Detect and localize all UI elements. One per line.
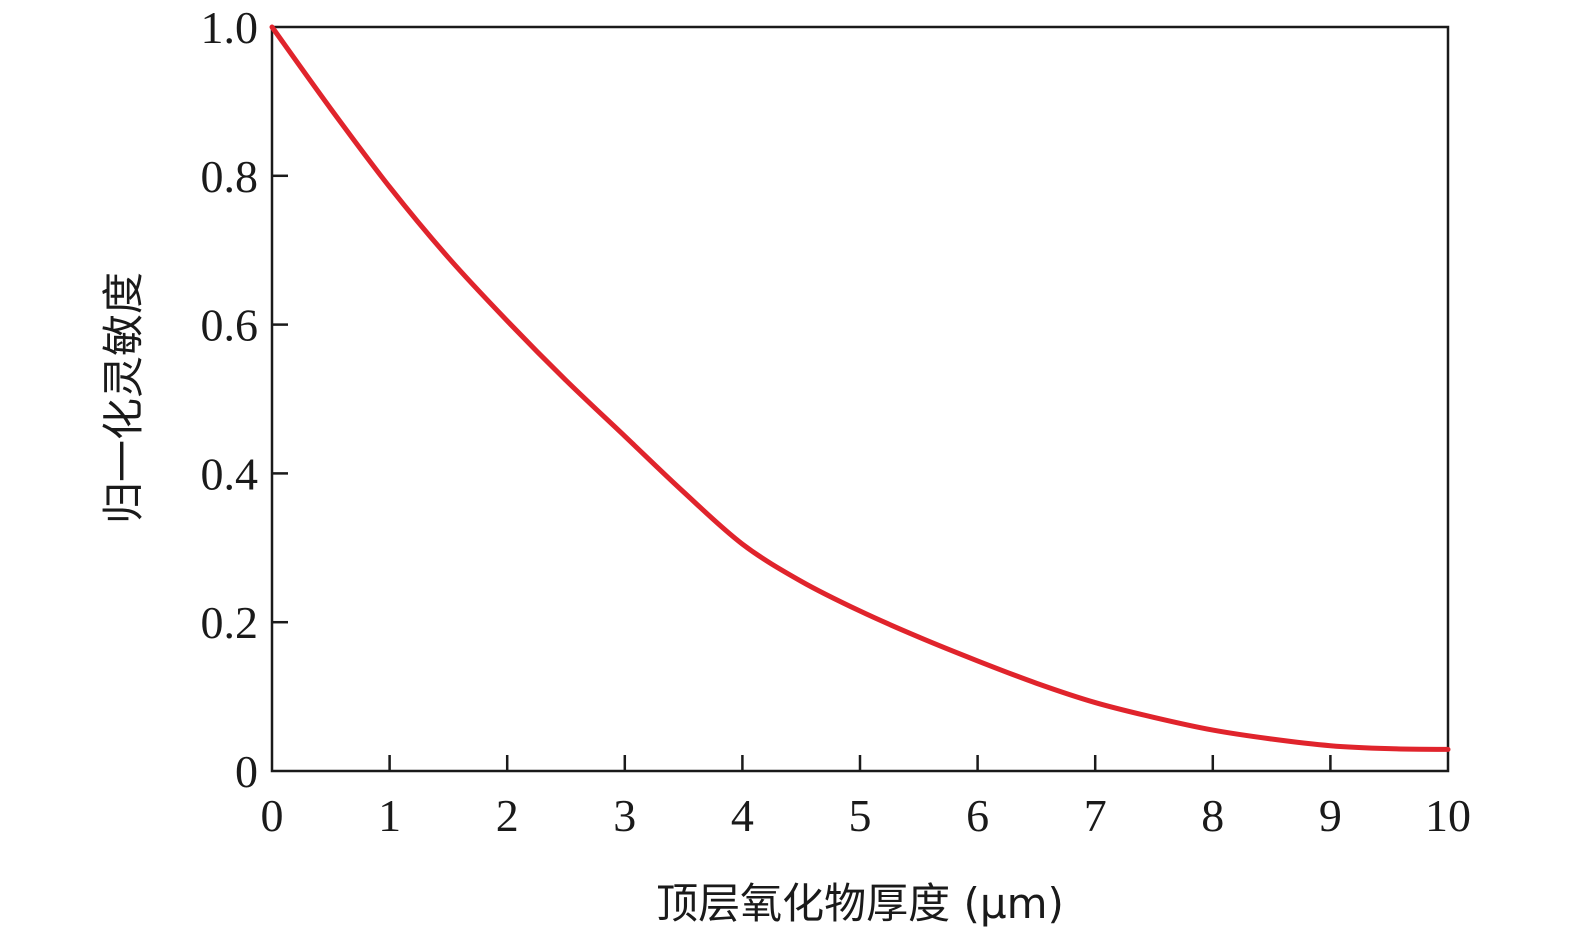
x-tick-label: 3: [613, 790, 636, 841]
y-tick-label: 0.2: [201, 597, 259, 648]
y-tick-label: 0.6: [201, 300, 259, 351]
y-tick-label: 1.0: [201, 2, 259, 53]
x-tick-label: 5: [849, 790, 872, 841]
x-tick-label: 6: [966, 790, 989, 841]
y-axis-title: 归一化灵敏度: [99, 272, 148, 524]
y-tick-label: 0.8: [201, 151, 259, 202]
x-axis-ticks: [388, 755, 1332, 771]
x-tick-label: 8: [1201, 790, 1224, 841]
x-tick-label: 7: [1084, 790, 1107, 841]
x-tick-label: 10: [1425, 790, 1471, 841]
y-axis-tick-labels: 0 0.2 0.4 0.6 0.8 1.0: [201, 2, 259, 797]
x-tick-label: 0: [261, 790, 284, 841]
x-axis-title: 顶层氧化物厚度 (μm): [656, 879, 1064, 928]
y-tick-label: 0: [235, 746, 258, 797]
x-axis-tick-labels: 0 1 2 3 4 5 6 7 8 9 10: [261, 790, 1472, 841]
y-axis-ticks: [272, 174, 288, 624]
y-tick-label: 0.4: [201, 448, 259, 499]
x-tick-label: 4: [731, 790, 754, 841]
x-tick-label: 1: [378, 790, 401, 841]
plot-frame: [270, 25, 1450, 773]
x-tick-label: 9: [1319, 790, 1342, 841]
series-line: [269, 24, 1451, 752]
x-tick-label: 2: [496, 790, 519, 841]
